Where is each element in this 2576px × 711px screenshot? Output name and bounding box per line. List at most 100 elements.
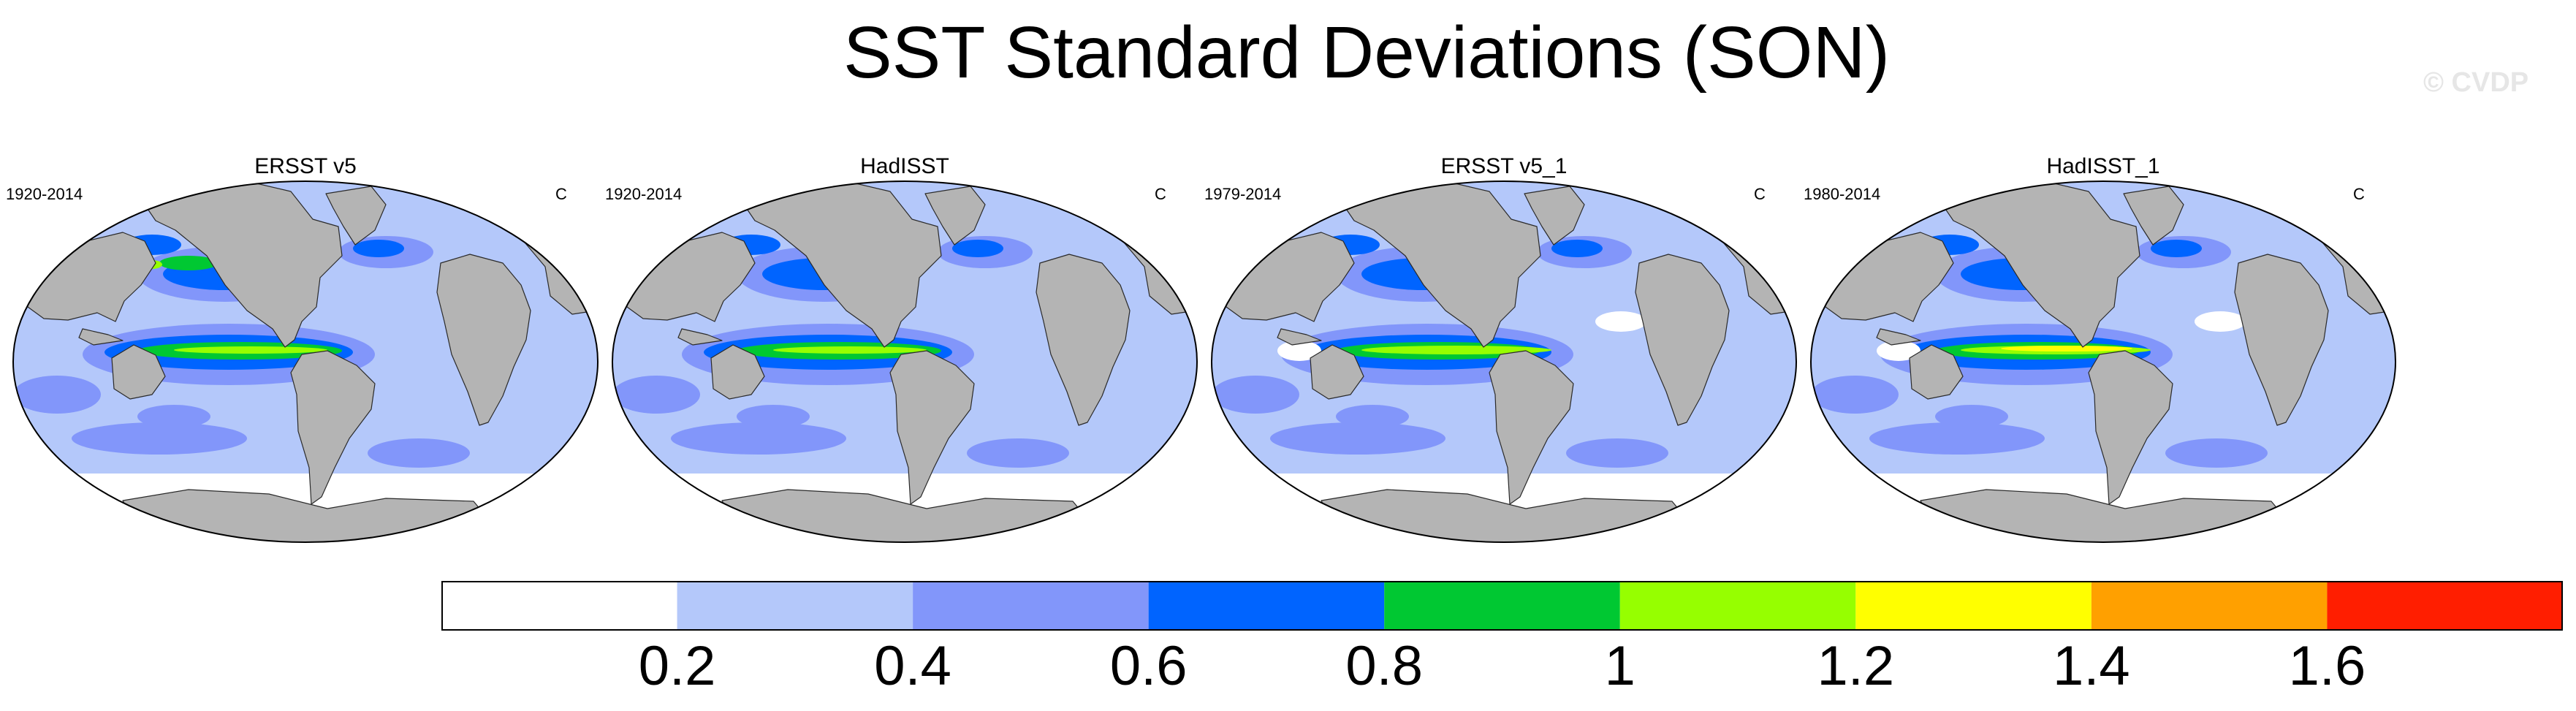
land-south-america xyxy=(2088,350,2173,505)
colorbar-tick-label: 1.6 xyxy=(2288,635,2366,697)
panel-units: C xyxy=(1155,185,1166,203)
indian-ocean-patch xyxy=(1811,376,1899,414)
south-indian-patch xyxy=(1336,405,1409,428)
colorbar-swatch xyxy=(1855,582,2091,630)
land-maritime-continent xyxy=(1876,328,1921,346)
panel-units: C xyxy=(1754,185,1766,203)
gulf-stream-core xyxy=(2151,240,2202,257)
map-layers xyxy=(1212,181,1796,542)
panel-years: 1920-2014 xyxy=(605,185,683,203)
panel-units: C xyxy=(555,185,567,203)
tropical-atlantic-low-variability xyxy=(2195,311,2246,332)
land-australia xyxy=(1310,344,1364,400)
land-north-america xyxy=(1342,181,1541,348)
land-africa xyxy=(436,254,531,426)
world-map xyxy=(1810,180,2396,543)
land-africa xyxy=(1635,254,1730,426)
south-atlantic-patch xyxy=(368,438,470,468)
land-greenland xyxy=(924,186,986,246)
south-indian-patch xyxy=(137,405,210,428)
colorbar-tick-label: 1 xyxy=(1604,635,1635,697)
land-greenland xyxy=(325,186,387,246)
panel-years: 1920-2014 xyxy=(6,185,83,203)
colorbar-tick-label: 1.2 xyxy=(1817,635,1895,697)
map-panel-ersst-v5-1: ERSST v5_1 1979-2014 C xyxy=(1204,150,1804,548)
colorbar-swatch xyxy=(1384,582,1620,630)
south-indian-patch xyxy=(737,405,810,428)
equatorial-pacific-peak xyxy=(2001,346,2132,351)
tropical-atlantic-low-variability xyxy=(1595,311,1646,332)
equatorial-pacific-core xyxy=(174,346,327,354)
land-maritime-continent xyxy=(677,328,723,346)
colorbar-swatch xyxy=(2327,582,2563,630)
warm-pool-low-variability xyxy=(1877,341,1920,361)
colorbar-tick-label: 0.2 xyxy=(638,635,716,697)
land-north-america xyxy=(144,181,343,348)
southern-ocean-band xyxy=(1869,422,2045,455)
gulf-stream-core xyxy=(952,240,1003,257)
panel-years: 1979-2014 xyxy=(1204,185,1282,203)
land-maritime-continent xyxy=(78,328,124,346)
land-south-america xyxy=(1489,350,1574,505)
colorbar-swatch xyxy=(1619,582,1856,630)
colorbar xyxy=(441,581,2563,631)
land-north-america xyxy=(743,181,942,348)
land-africa xyxy=(1036,254,1131,426)
globe-outline xyxy=(1211,180,1797,543)
globe-outline xyxy=(1810,180,2396,543)
map-panel-hadisst-1: HadISST_1 1980-2014 C xyxy=(1804,150,2403,548)
land-greenland xyxy=(1524,186,1585,246)
copyright-watermark: © CVDP xyxy=(2423,67,2529,98)
colorbar-frame xyxy=(441,581,2563,631)
globe-outline xyxy=(12,180,599,543)
world-map xyxy=(1211,180,1797,543)
south-indian-patch xyxy=(1935,405,2008,428)
land-south-america xyxy=(889,350,975,505)
colorbar-tick-label: 0.8 xyxy=(1345,635,1424,697)
colorbar-tick-label: 0.4 xyxy=(874,635,951,697)
land-australia xyxy=(1909,344,1964,400)
globe-outline xyxy=(612,180,1198,543)
equatorial-pacific-core xyxy=(773,346,927,354)
colorbar-swatch xyxy=(913,582,1149,630)
south-atlantic-patch xyxy=(967,438,1069,468)
indian-ocean-patch xyxy=(13,376,101,414)
land-australia xyxy=(710,344,765,400)
gulf-stream-core xyxy=(1551,240,1603,257)
map-panel-hadisst: HadISST 1920-2014 C xyxy=(605,150,1204,548)
south-atlantic-patch xyxy=(2165,438,2268,468)
gulf-stream-core xyxy=(353,240,404,257)
southern-ocean-band xyxy=(671,422,846,455)
equatorial-pacific-max xyxy=(1361,346,1551,354)
panel-title: ERSST v5_1 xyxy=(1440,154,1568,178)
page-title: SST Standard Deviations (SON) xyxy=(843,12,1891,94)
land-north-america xyxy=(1942,181,2140,348)
colorbar-tick-label: 1.4 xyxy=(2053,635,2130,697)
land-south-america xyxy=(290,350,376,505)
south-atlantic-patch xyxy=(1566,438,1668,468)
panel-title: HadISST_1 xyxy=(2046,154,2160,178)
land-australia xyxy=(111,344,166,400)
world-map xyxy=(612,180,1198,543)
indian-ocean-patch xyxy=(1212,376,1299,414)
panel-title: ERSST v5 xyxy=(254,154,357,178)
panel-years: 1980-2014 xyxy=(1804,185,1881,203)
colorbar-swatch xyxy=(1148,582,1385,630)
colorbar-swatch xyxy=(2091,582,2328,630)
colorbar-labels: 0.2 0.4 0.6 0.8 1 1.2 1.4 1.6 xyxy=(0,634,2576,707)
panel-units: C xyxy=(2353,185,2365,203)
land-africa xyxy=(2234,254,2329,426)
colorbar-tick-label: 0.6 xyxy=(1109,635,1188,697)
warm-pool-low-variability xyxy=(1277,341,1321,361)
land-maritime-continent xyxy=(1277,328,1322,346)
colorbar-swatch xyxy=(441,582,677,630)
colorbar-swatch xyxy=(677,582,913,630)
north-pacific-hotspot xyxy=(159,256,218,270)
southern-ocean-band xyxy=(1270,422,1445,455)
world-map xyxy=(12,180,599,543)
panel-title: HadISST xyxy=(860,154,949,178)
southern-ocean-band xyxy=(72,422,247,455)
map-panel-ersst-v5: ERSST v5 1920-2014 C xyxy=(6,150,605,548)
map-layers xyxy=(612,181,1197,542)
land-greenland xyxy=(2123,186,2184,246)
